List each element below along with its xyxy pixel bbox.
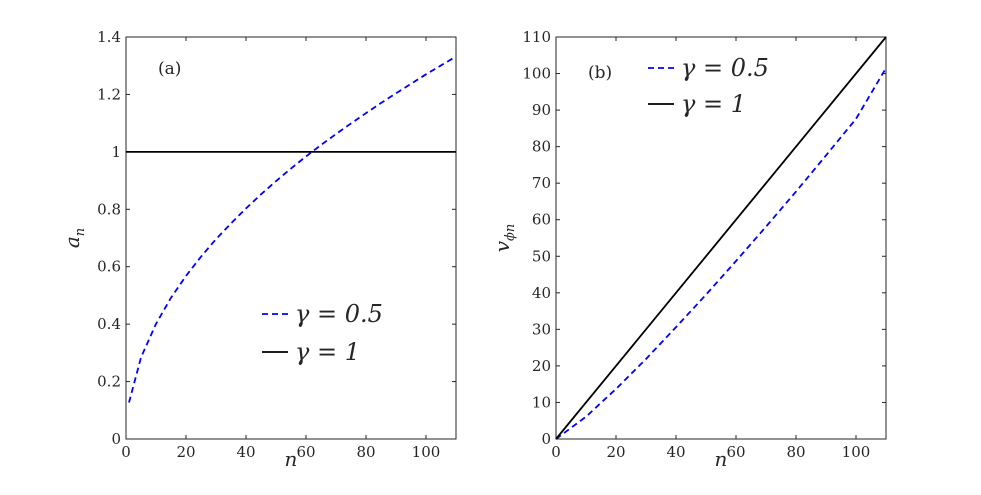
y-tick-label: 0 [541,430,551,448]
y-tick-label: 10 [532,393,551,411]
x-tick-label: 100 [842,443,871,461]
x-tick-label: 40 [236,443,255,461]
x-tick-label: 20 [606,443,625,461]
y-tick-label: 1.4 [97,28,121,46]
y-tick-label: 40 [532,284,551,302]
y-tick-label: 70 [532,174,551,192]
y-tick-label: 80 [532,138,551,156]
y-tick-label: 30 [532,320,551,338]
legend-label: γ = 1 [681,90,746,118]
legend-label: γ = 1 [295,338,360,366]
y-tick-label: 20 [532,357,551,375]
panel-b: 0 20 40 60 80 100 0 10 20 30 40 50 60 70 80 90 100 110 n vϕ… [490,28,887,471]
y-tick-label: 0.4 [97,315,121,333]
y-tick-label: 1 [111,143,121,161]
y-tick-label: 0.6 [97,258,121,276]
legend-label: γ = 0.5 [681,54,769,82]
x-tick-label: 60 [296,443,315,461]
y-axis-label: an [60,228,88,248]
panel-a: 0 20 40 60 80 100 0 0.2 0.4 0.6 0.8 1 1.2 1.4 n an γ = 0… [60,28,457,471]
series-line-gamma-1 [555,36,887,440]
y-tick-label: 0.2 [97,373,121,391]
x-tick-label: 0 [121,443,131,461]
y-tick-label: 0.8 [97,200,121,218]
x-tick-label: 80 [356,443,375,461]
x-tick-label: 20 [176,443,195,461]
y-tick-label: 90 [532,101,551,119]
plot-frame [555,36,887,440]
y-tick-label: 50 [532,247,551,265]
x-tick-label: 60 [726,443,745,461]
panel-tag: (b) [588,63,612,83]
y-axis-label: vϕn [490,224,518,253]
x-tick-label: 100 [412,443,441,461]
x-axis-label: n [285,447,298,471]
legend-label: γ = 0.5 [295,300,383,328]
x-tick-label: 40 [666,443,685,461]
x-tick-label: 80 [786,443,805,461]
x-axis-label: n [715,447,728,471]
y-tick-label: 0 [111,430,121,448]
plot-frame [125,36,457,440]
panel-tag: (a) [158,59,181,79]
series-line-gamma-0-5 [128,55,457,403]
x-tick-label: 0 [551,443,561,461]
y-tick-label: 100 [522,65,551,83]
y-tick-label: 60 [532,211,551,229]
y-tick-label: 110 [522,28,551,46]
series-line-gamma-0-5 [555,67,887,440]
y-tick-label: 1.2 [97,85,121,103]
